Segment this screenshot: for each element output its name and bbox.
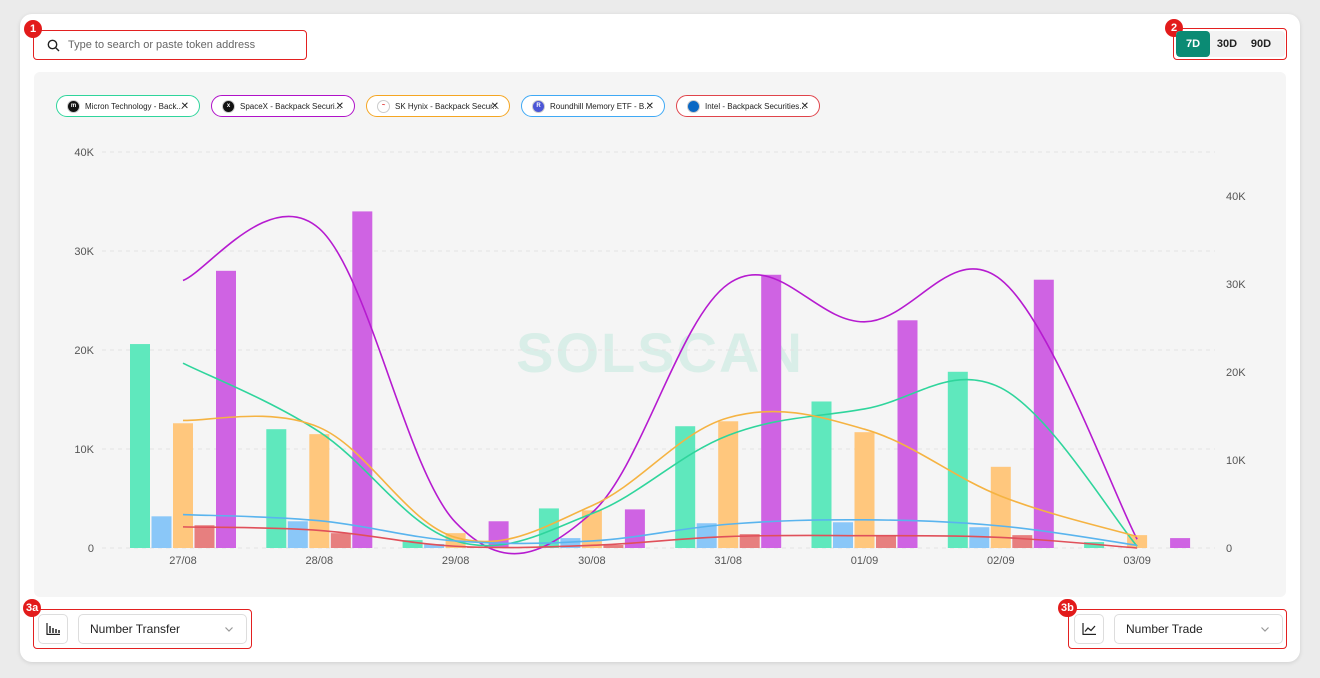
bar [173,423,193,548]
token-chip-label: Intel - Backpack Securities... [705,101,806,111]
x-axis-tick-label: 02/09 [987,555,1015,567]
right-axis-tick-label: 10K [1226,455,1246,467]
x-axis-tick-label: 03/09 [1123,555,1151,567]
chevron-down-icon [225,627,233,632]
bar [603,545,624,548]
left-axis-tick-label: 0 [88,543,94,555]
bar [990,466,1011,548]
close-icon[interactable]: ✕ [645,100,654,112]
search-highlight-box [33,30,307,60]
bar [424,544,445,548]
bar [696,523,717,548]
marker-1-badge: 1 [24,20,42,38]
series-line [182,513,1138,547]
bar [876,535,896,548]
bar [560,538,581,548]
series-line [182,215,1138,555]
right-axis-tick-label: 20K [1226,367,1246,379]
x-axis-tick-label: 01/09 [851,555,879,567]
bar [739,534,760,548]
time-range-toggle: 7D 30D 90D [1176,31,1285,57]
bar [811,401,832,548]
bar [1012,535,1033,548]
bar-metric-select[interactable]: Number Transfer [78,614,247,644]
token-chip-roundhill[interactable]: R Roundhill Memory ETF - B... ✕ [521,95,665,117]
bar [216,270,236,548]
bar [130,344,150,548]
close-icon[interactable]: ✕ [800,100,809,112]
line-metric-highlight-box [1068,609,1287,649]
chevron-down-icon [1261,627,1269,632]
x-axis-tick-label: 31/08 [714,555,742,567]
token-chip-label: SK Hynix - Backpack Secur... [395,101,500,111]
range-90d-button[interactable]: 90D [1250,38,1272,50]
bar [675,426,696,548]
watermark-text: SOLSCAN [516,321,804,384]
line-chart-toggle-button[interactable] [1074,614,1104,644]
line-chart-icon [1082,623,1096,635]
bar [402,540,423,548]
line-metric-value: Number Trade [1126,622,1203,636]
bar [151,516,172,548]
search-input[interactable] [66,38,290,52]
bar [194,525,215,548]
sk-hynix-logo-icon: ~ [377,99,390,113]
close-icon[interactable]: ✕ [180,100,189,112]
series-line [182,526,1138,549]
bar [1170,538,1191,548]
x-axis-tick-label: 28/08 [306,555,334,567]
intel-logo-icon [687,99,700,113]
left-axis-tick-label: 10K [74,444,94,456]
x-axis-tick-label: 27/08 [169,555,197,567]
left-axis-tick-label: 20K [74,345,94,357]
right-axis-tick-label: 0 [1226,543,1232,555]
line-metric-select[interactable]: Number Trade [1114,614,1283,644]
token-chip-spacex[interactable]: x SpaceX - Backpack Securi... ✕ [211,95,355,117]
bar [287,521,308,548]
bar [330,533,351,548]
range-highlight-box [1173,28,1287,60]
bar [624,509,645,548]
token-chip-sk-hynix[interactable]: ~ SK Hynix - Backpack Secur... ✕ [366,95,510,117]
series-line [182,362,1138,547]
spacex-logo-icon: x [222,99,235,113]
bar-chart-icon [46,623,60,635]
x-axis-tick-label: 29/08 [442,555,470,567]
token-chip-micron[interactable]: m Micron Technology - Back... ✕ [56,95,200,117]
marker-3a-badge: 3a [23,599,42,617]
bar-metric-highlight-box [33,609,252,649]
right-axis-tick-label: 30K [1226,279,1246,291]
bar [266,429,287,548]
marker-3b-badge: 3b [1058,599,1077,617]
roundhill-logo-icon: R [532,99,545,113]
search-bar[interactable] [38,33,302,57]
bar [854,432,875,548]
x-axis-tick-label: 30/08 [578,555,606,567]
bar-chart-toggle-button[interactable] [38,614,68,644]
bar [718,421,739,548]
close-icon[interactable]: ✕ [335,100,344,112]
token-chip-label: Roundhill Memory ETF - B... [550,101,651,111]
bar [538,508,559,548]
search-icon [47,39,60,51]
range-7d-button[interactable]: 7D [1176,31,1210,57]
close-icon[interactable]: ✕ [490,100,499,112]
range-30d-button[interactable]: 30D [1216,38,1238,50]
right-axis-tick-label: 40K [1226,191,1246,203]
bar [947,371,968,548]
bar [897,320,918,548]
bar [969,527,990,548]
left-axis-tick-label: 40K [74,147,94,159]
micron-logo-icon: m [67,99,80,113]
bar-metric-value: Number Transfer [90,622,181,636]
bar [352,211,373,548]
token-chip-intel[interactable]: Intel - Backpack Securities... ✕ [676,95,820,117]
chart-area [34,72,1286,597]
series-line [182,410,1138,543]
token-chip-label: Micron Technology - Back... [85,101,184,111]
left-axis-tick-label: 30K [74,246,94,258]
bar [581,510,602,548]
token-chip-label: SpaceX - Backpack Securi... [240,101,342,111]
